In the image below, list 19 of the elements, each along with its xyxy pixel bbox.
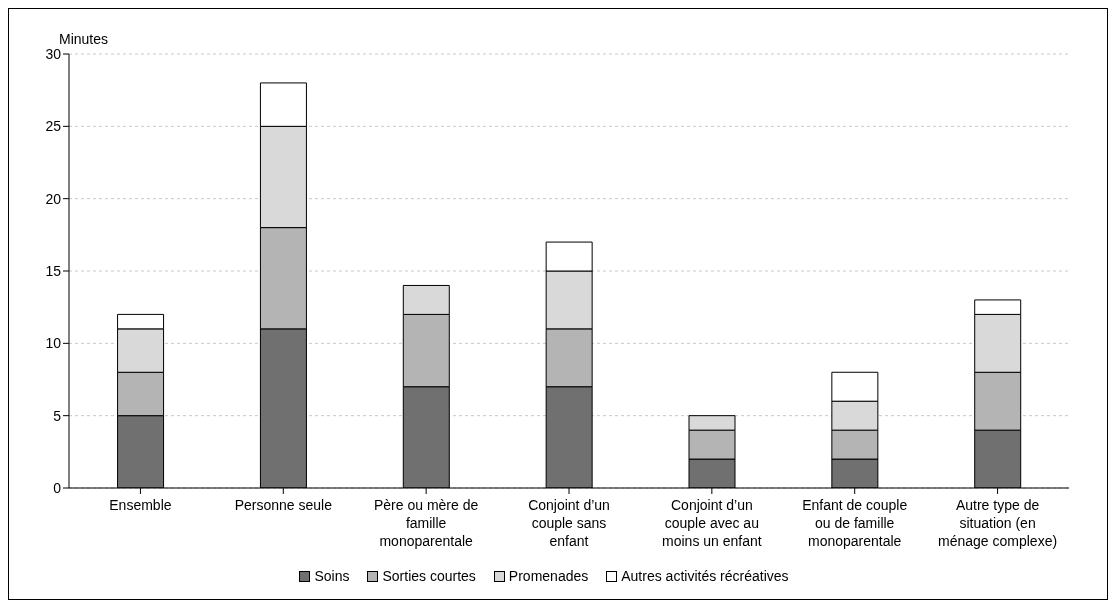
y-tick-label: 5: [53, 407, 62, 424]
y-tick-label: 10: [45, 335, 62, 352]
legend-label: Autres activités récréatives: [620, 568, 789, 584]
y-axis-title: Minutes: [59, 31, 109, 47]
x-tick-label: Autre type de situation (en ménage complexe): [938, 497, 1058, 549]
x-tick-label: Enfant de couple ou de famille monoparentale: [802, 497, 908, 549]
x-tick-label: Conjoint d’un couple avec au moins un enfant: [662, 497, 762, 549]
y-tick-label: 20: [45, 190, 62, 207]
y-tick-label: 15: [45, 262, 62, 279]
y-tick-label: 30: [45, 45, 62, 62]
x-tick-label: Ensemble: [109, 497, 172, 513]
y-tick-label: 0: [53, 479, 62, 496]
legend-label: Sorties courtes: [381, 568, 476, 584]
x-tick-label: Personne seule: [234, 497, 333, 513]
x-tick-label: Père ou mère de famille monoparentale: [373, 497, 479, 549]
y-tick-label: 25: [45, 118, 62, 135]
legend-label: Promenades: [507, 568, 589, 584]
x-tick-label: Conjoint d’un couple sans enfant: [528, 497, 610, 549]
legend-label: Soins: [313, 568, 350, 584]
